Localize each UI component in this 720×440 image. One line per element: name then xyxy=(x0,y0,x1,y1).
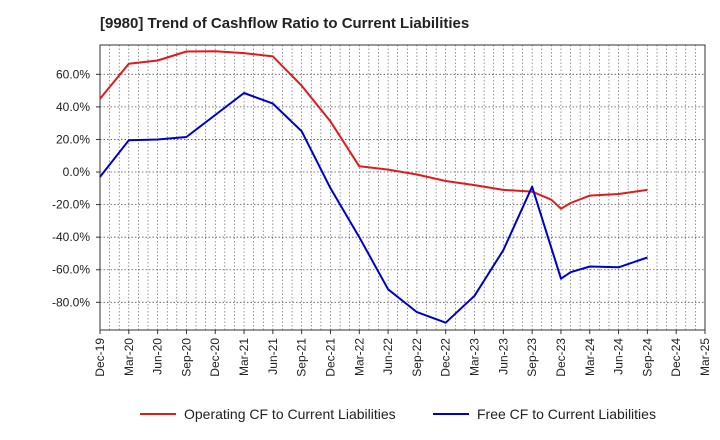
x-tick-label: Jun-21 xyxy=(266,338,280,375)
x-tick-label: Dec-19 xyxy=(93,338,107,377)
x-tick-label: Dec-22 xyxy=(439,338,453,377)
x-tick-label: Jun-23 xyxy=(496,338,510,375)
legend-item-free-cf: Free CF to Current Liabilities xyxy=(433,406,656,422)
x-tick-label: Mar-20 xyxy=(122,338,136,376)
x-tick-label: Sep-21 xyxy=(295,338,309,377)
grid-lines xyxy=(99,45,706,330)
y-tick-label: 40.0% xyxy=(56,100,90,114)
chart-title: [9980] Trend of Cashflow Ratio to Curren… xyxy=(100,15,470,32)
x-tick-label: Dec-23 xyxy=(554,338,568,377)
y-tick-label: 60.0% xyxy=(56,67,90,81)
x-tick-label: Jun-20 xyxy=(151,338,165,375)
y-tick-label: -40.0% xyxy=(52,230,90,244)
legend-label-free-cf: Free CF to Current Liabilities xyxy=(477,406,656,422)
x-tick-label: Sep-22 xyxy=(410,338,424,377)
axes xyxy=(96,44,706,334)
x-tick-label: Dec-24 xyxy=(669,338,683,377)
series-line-operating-cf xyxy=(99,50,648,210)
x-tick-label: Jun-24 xyxy=(612,338,626,375)
legend-swatch-operating-cf xyxy=(140,413,176,415)
x-tick-label: Mar-22 xyxy=(352,338,366,376)
y-tick-labels: 60.0% 40.0% 20.0% 0.0% -20.0% -40.0% -60.0% -80… xyxy=(52,67,90,309)
y-tick-label: 0.0% xyxy=(63,165,91,179)
x-tick-label: Dec-20 xyxy=(208,338,222,377)
x-tick-label: Sep-20 xyxy=(179,338,193,377)
legend: Operating CF to Current Liabilities Free… xyxy=(0,400,720,430)
x-tick-label: Mar-23 xyxy=(468,338,482,376)
y-tick-label: -80.0% xyxy=(52,295,90,309)
y-tick-label: -60.0% xyxy=(52,263,90,277)
legend-swatch-free-cf xyxy=(433,413,469,415)
series-lines xyxy=(99,50,648,324)
series-line-free-cf xyxy=(99,92,648,324)
y-tick-label: 20.0% xyxy=(56,132,90,146)
legend-label-operating-cf: Operating CF to Current Liabilities xyxy=(184,406,396,422)
x-tick-labels: Dec-19 Mar-20 Jun-20 Sep-20 Dec-20 Mar-21 Jun-… xyxy=(93,338,712,377)
y-tick-label: -20.0% xyxy=(52,198,90,212)
x-tick-label: Sep-23 xyxy=(525,338,539,377)
x-tick-label: Mar-24 xyxy=(583,338,597,376)
x-tick-label: Jun-22 xyxy=(381,338,395,375)
line-chart: 60.0% 40.0% 20.0% 0.0% -20.0% -40.0% -60.0% -80… xyxy=(52,44,712,377)
x-tick-label: Mar-25 xyxy=(698,338,712,376)
legend-item-operating-cf: Operating CF to Current Liabilities xyxy=(140,406,396,422)
x-tick-label: Dec-21 xyxy=(323,338,337,377)
plot-frame xyxy=(99,44,706,331)
x-tick-label: Sep-24 xyxy=(640,338,654,377)
x-tick-label: Mar-21 xyxy=(237,338,251,376)
